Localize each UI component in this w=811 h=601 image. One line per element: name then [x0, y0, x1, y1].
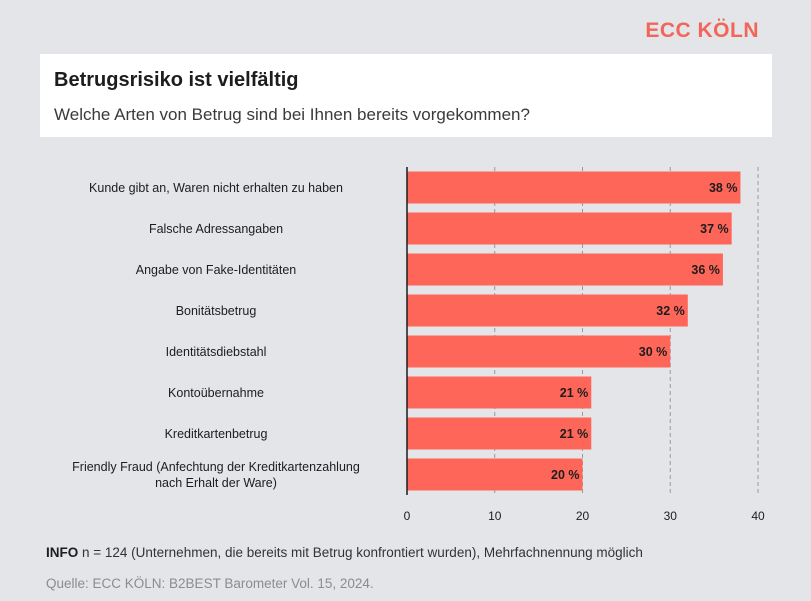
info-note: INFO n = 124 (Unternehmen, die bereits m…	[46, 545, 643, 560]
category-label: Kreditkartenbetrug	[165, 427, 268, 441]
data-label: 37 %	[700, 222, 729, 236]
data-label: 21 %	[560, 386, 589, 400]
info-text: n = 124 (Unternehmen, die bereits mit Be…	[78, 545, 643, 560]
bar	[407, 253, 723, 286]
chart-title: Betrugsrisiko ist vielfältig	[54, 69, 299, 91]
data-label: 21 %	[560, 427, 589, 441]
bar	[407, 376, 592, 409]
bar	[407, 294, 688, 327]
data-label: 38 %	[709, 181, 738, 195]
category-label: nach Erhalt der Ware)	[155, 476, 277, 490]
header-card: Betrugsrisiko ist vielfältig Welche Arte…	[40, 54, 772, 137]
data-label: 32 %	[656, 304, 685, 318]
x-tick-label: 40	[751, 509, 765, 523]
bar	[407, 417, 592, 450]
category-label: Falsche Adressangaben	[149, 222, 283, 236]
bar	[407, 458, 583, 491]
bar	[407, 335, 671, 368]
category-label: Kunde gibt an, Waren nicht erhalten zu h…	[89, 181, 343, 195]
source-note: Quelle: ECC KÖLN: B2BEST Barometer Vol. …	[46, 576, 374, 591]
x-tick-label: 0	[404, 509, 411, 523]
category-label: Angabe von Fake-Identitäten	[136, 263, 297, 277]
category-label: Kontoübernahme	[168, 386, 264, 400]
data-label: 30 %	[639, 345, 668, 359]
category-label: Identitätsdiebstahl	[166, 345, 267, 359]
info-label: INFO	[46, 545, 79, 560]
x-tick-label: 30	[664, 509, 678, 523]
x-tick-label: 10	[488, 509, 502, 523]
chart-subtitle: Welche Arten von Betrug sind bei Ihnen b…	[54, 105, 530, 124]
category-label: Bonitätsbetrug	[176, 304, 257, 318]
data-label: 36 %	[691, 263, 720, 277]
category-label: Friendly Fraud (Anfechtung der Kreditkar…	[72, 460, 360, 474]
bar	[407, 212, 732, 245]
brand-logo: ECC KÖLN	[645, 19, 759, 42]
bar	[407, 171, 741, 204]
x-tick-label: 20	[576, 509, 590, 523]
data-label: 20 %	[551, 468, 580, 482]
